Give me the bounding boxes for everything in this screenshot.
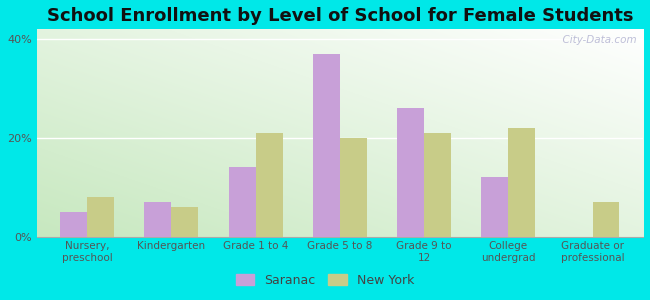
- Bar: [60, 212, 87, 237]
- Bar: [144, 202, 172, 237]
- Bar: [229, 167, 255, 237]
- Bar: [397, 108, 424, 237]
- Bar: [340, 138, 367, 237]
- Bar: [424, 133, 451, 237]
- Legend: Saranac, New York: Saranac, New York: [232, 270, 418, 291]
- Bar: [255, 133, 283, 237]
- Bar: [172, 207, 198, 237]
- Title: School Enrollment by Level of School for Female Students: School Enrollment by Level of School for…: [47, 7, 633, 25]
- Bar: [593, 202, 619, 237]
- Bar: [481, 177, 508, 237]
- Bar: [508, 128, 535, 237]
- Bar: [87, 197, 114, 237]
- Text: City-Data.com: City-Data.com: [556, 35, 637, 46]
- Bar: [313, 54, 340, 237]
